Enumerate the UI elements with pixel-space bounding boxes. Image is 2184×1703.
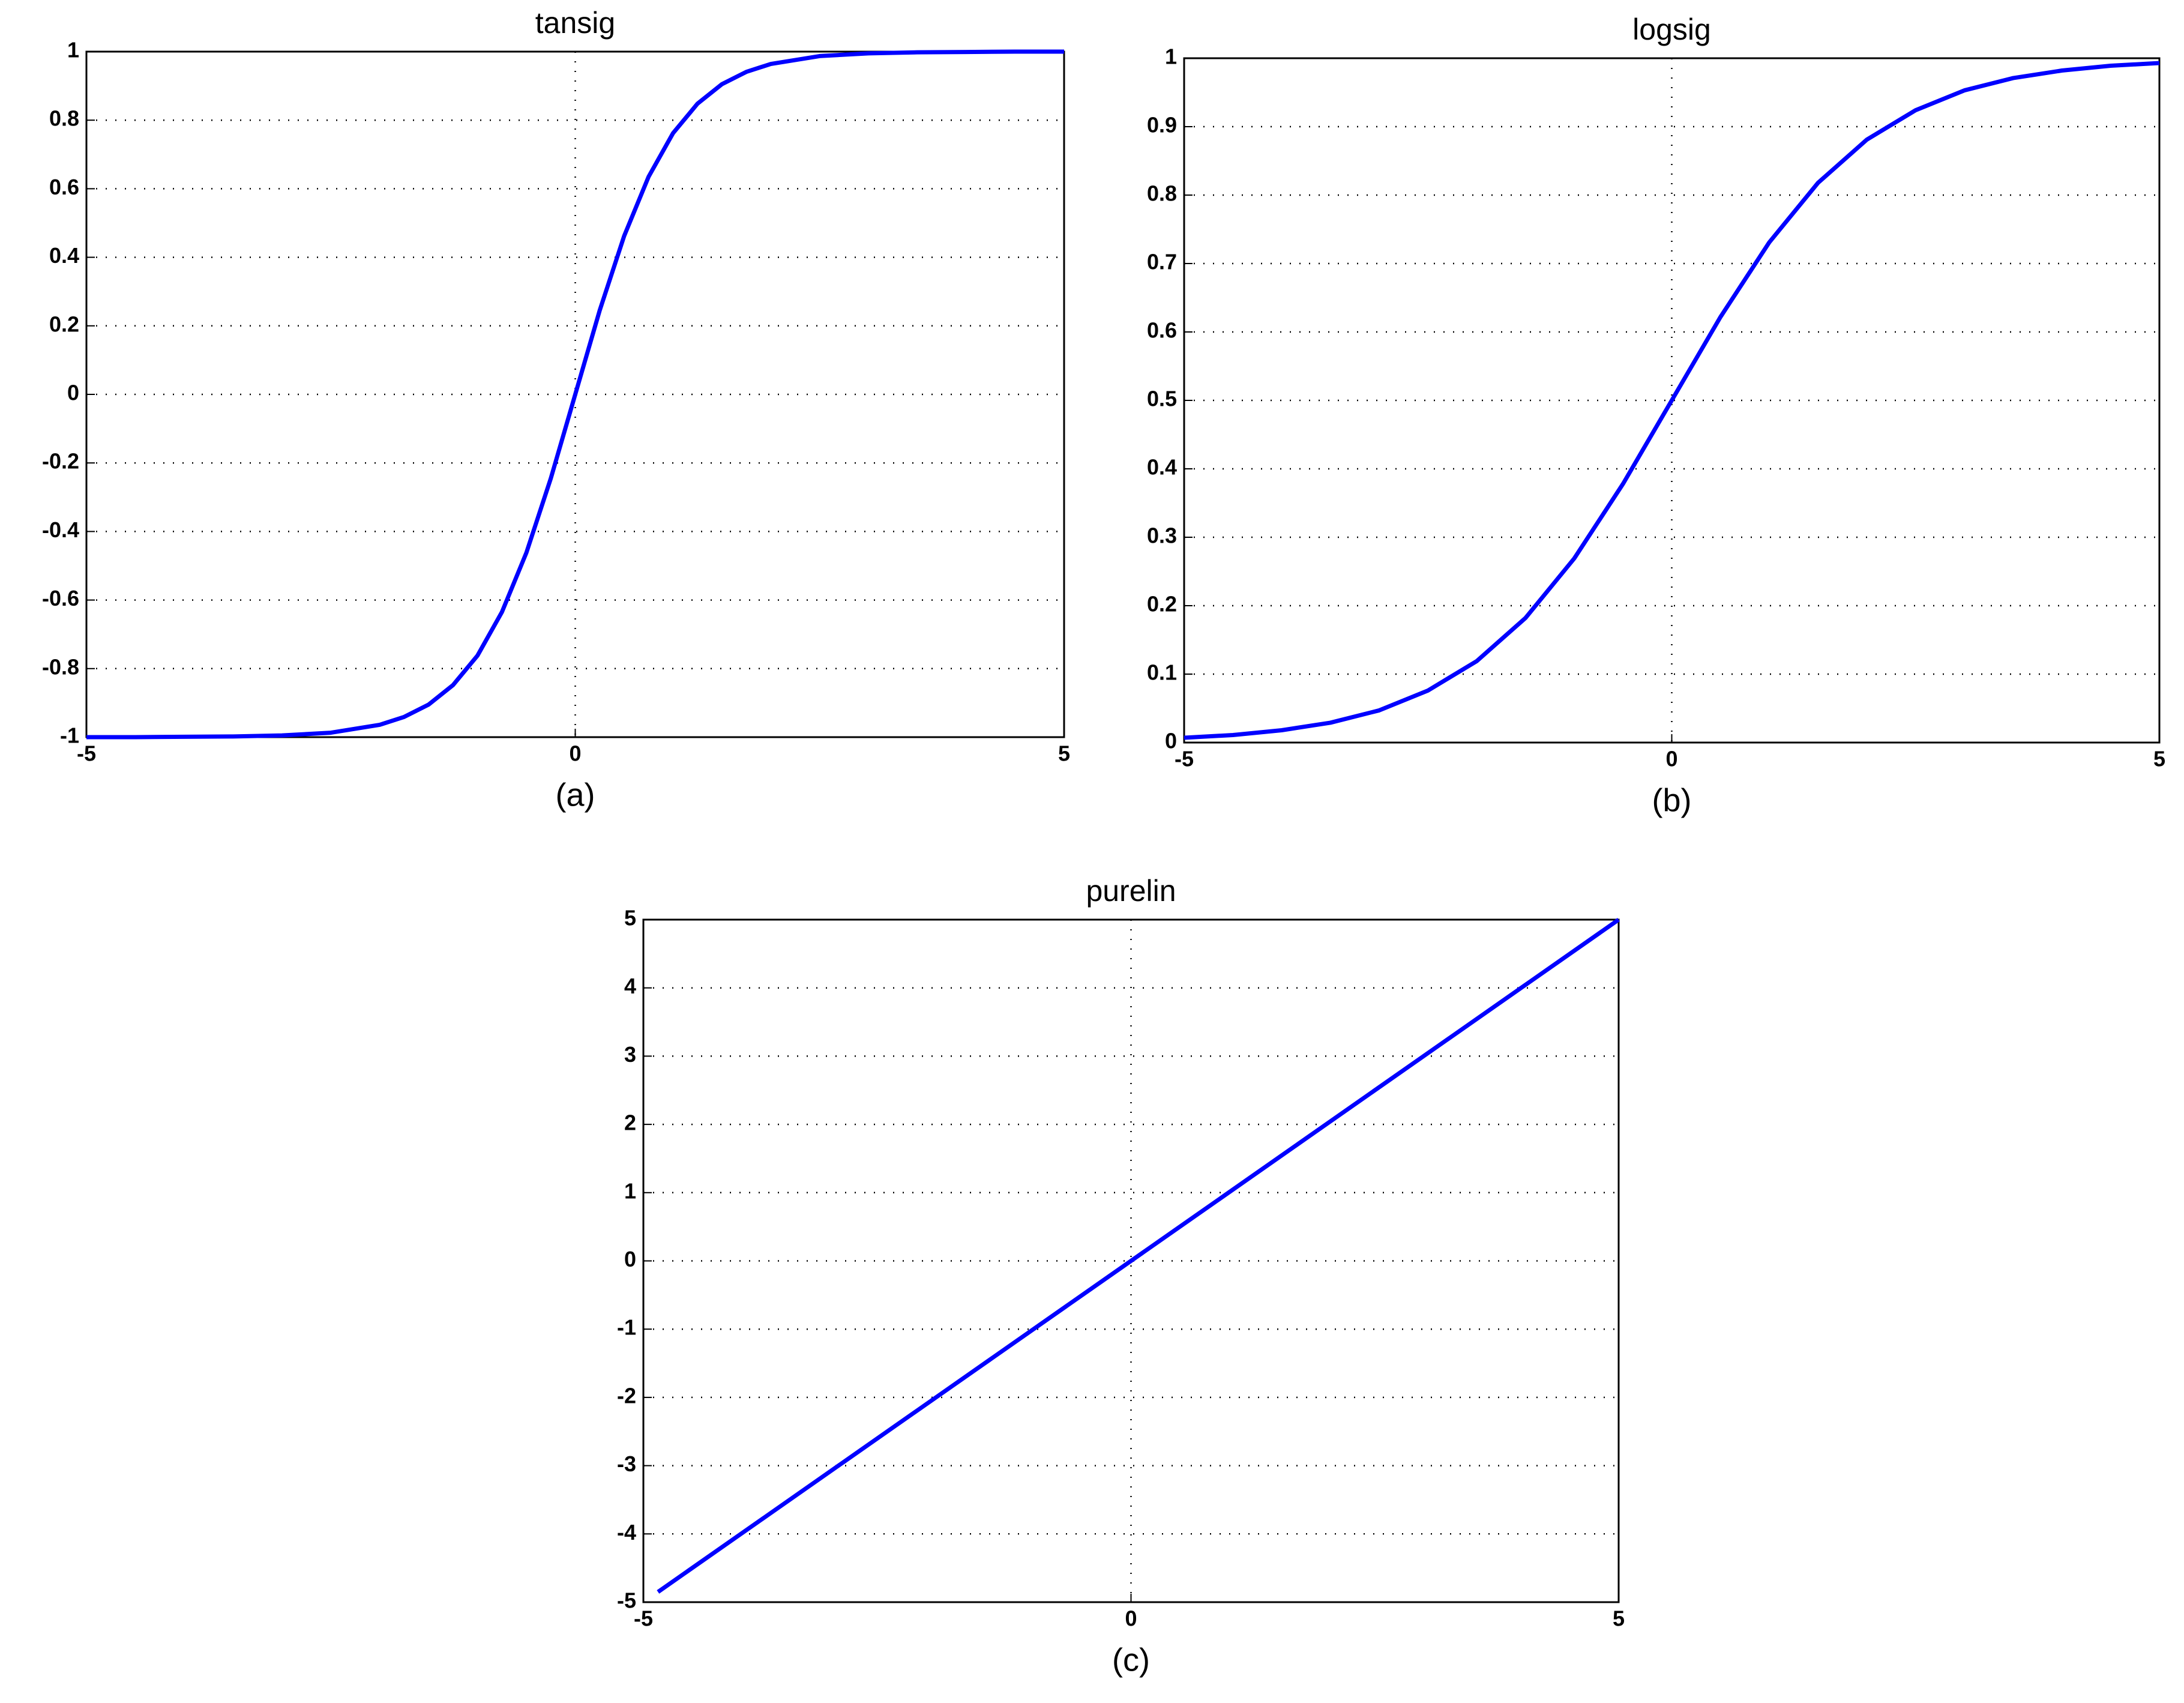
axes-box <box>85 50 1065 738</box>
y-tick-label: -1 <box>617 1315 636 1340</box>
y-tick-label: -0.6 <box>42 586 79 610</box>
y-tick-label: 1 <box>624 1178 636 1203</box>
line-series <box>1184 61 2160 740</box>
y-tick-label: -5 <box>617 1588 636 1613</box>
x-tick-label: 0 <box>569 741 581 766</box>
y-tick-label: 0.2 <box>49 312 79 336</box>
y-tick-label: 0.4 <box>49 243 79 268</box>
x-tick-label: 0 <box>1125 1606 1137 1631</box>
x-tick-label: 5 <box>1058 741 1070 766</box>
y-tick-label: 0.6 <box>49 175 79 199</box>
y-tick-label: 0.2 <box>1147 592 1177 616</box>
y-tick-label: -0.4 <box>42 517 79 542</box>
y-tick-label: 0.5 <box>1147 387 1177 411</box>
line-series <box>86 49 1064 740</box>
caption: (a) <box>556 777 595 813</box>
axes-box <box>642 918 1620 1603</box>
y-tick-label: 0.1 <box>1147 660 1177 685</box>
caption: (b) <box>1652 782 1692 818</box>
x-tick-label: 0 <box>1665 747 1677 771</box>
y-tick-label: 4 <box>624 974 636 998</box>
y-tick-label: 0.8 <box>1147 181 1177 206</box>
y-tick-label: 0.4 <box>1147 455 1177 480</box>
y-tick-label: -1 <box>60 723 79 748</box>
chart-title: logsig <box>1632 13 1711 46</box>
y-tick-label: 5 <box>624 906 636 930</box>
axes-box <box>1183 57 2161 744</box>
y-tick-label: 0 <box>624 1247 636 1271</box>
x-tick-label: -5 <box>77 741 96 766</box>
y-tick-label: 1 <box>67 38 79 62</box>
chart-title: tansig <box>535 6 615 40</box>
y-tick-label: -0.8 <box>42 654 79 679</box>
y-tick-label: 1 <box>1165 44 1177 69</box>
y-tick-label: 0.9 <box>1147 113 1177 137</box>
y-tick-label: -3 <box>617 1451 636 1476</box>
y-tick-label: 0.8 <box>49 106 79 131</box>
y-tick-label: 3 <box>624 1042 636 1067</box>
x-tick-label: 5 <box>2153 747 2165 771</box>
y-tick-label: 0.7 <box>1147 250 1177 274</box>
y-tick-label: 2 <box>624 1111 636 1135</box>
x-tick-label: -5 <box>634 1606 653 1631</box>
y-tick-label: 0 <box>67 381 79 405</box>
x-tick-label: 5 <box>1613 1606 1625 1631</box>
line-series <box>657 918 1620 1594</box>
y-tick-label: 0.3 <box>1147 523 1177 548</box>
caption: (c) <box>1112 1642 1150 1678</box>
x-tick-label: -5 <box>1175 747 1194 771</box>
chart-title: purelin <box>1086 874 1176 908</box>
y-tick-label: -0.2 <box>42 449 79 474</box>
y-tick-label: -2 <box>617 1383 636 1408</box>
y-tick-label: 0.6 <box>1147 318 1177 343</box>
y-tick-label: 0 <box>1165 729 1177 753</box>
y-tick-label: -4 <box>617 1520 636 1545</box>
